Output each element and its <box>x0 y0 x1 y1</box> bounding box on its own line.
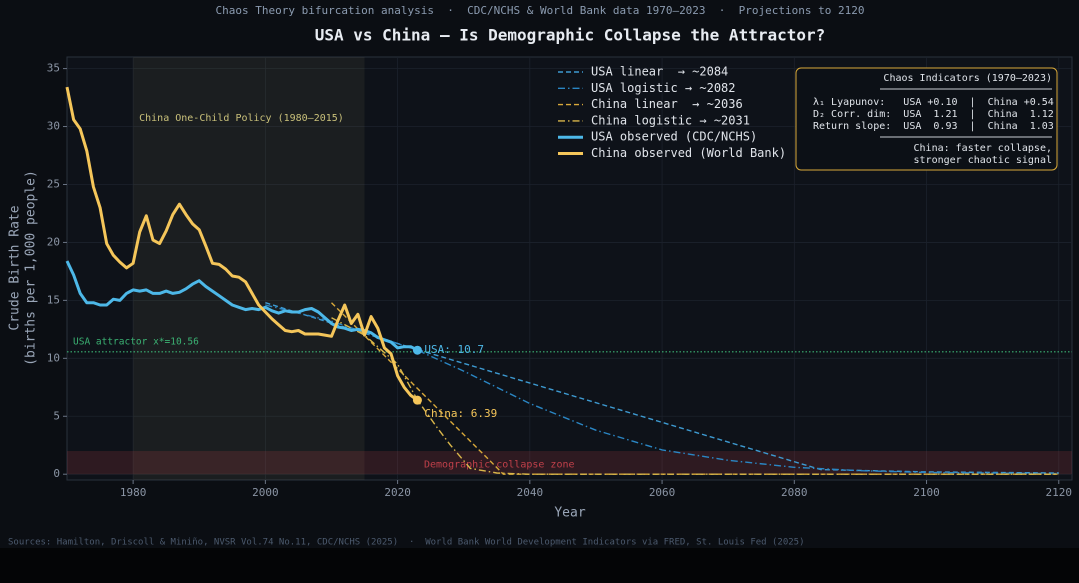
end-point <box>412 345 422 355</box>
policy-span <box>133 57 365 480</box>
legend-label: USA logistic → ~2082 <box>591 81 736 95</box>
x-tick-label: 2120 <box>1046 486 1073 499</box>
x-tick-label: 2080 <box>781 486 808 499</box>
x-tick-label: 2060 <box>649 486 676 499</box>
y-tick-label: 35 <box>47 62 60 75</box>
info-note: stronger chaotic signal <box>914 155 1052 166</box>
y-tick-label: 5 <box>53 409 60 422</box>
y-tick-label: 10 <box>47 351 60 364</box>
x-tick-label: 2020 <box>384 486 411 499</box>
legend-label: USA linear → ~2084 <box>591 65 728 79</box>
info-title: Chaos Indicators (1970–2023) <box>883 73 1052 84</box>
x-tick-label: 2100 <box>913 486 940 499</box>
y-tick-label: 25 <box>47 177 60 190</box>
info-box <box>795 67 1058 171</box>
legend-label: China linear → ~2036 <box>591 97 743 111</box>
y-tick-label: 0 <box>53 467 60 480</box>
legend-label: USA observed (CDC/NCHS) <box>591 130 757 144</box>
legend-label: China observed (World Bank) <box>591 146 786 160</box>
end-label: USA: 10.7 <box>424 343 484 356</box>
info-row: D₂ Corr. dim: USA 1.21 | China 1.12 <box>813 109 1054 120</box>
chart-subtitle: Chaos Theory bifurcation analysis · CDC/… <box>215 4 864 17</box>
x-tick-label: 1980 <box>120 486 147 499</box>
source-note: Sources: Hamilton, Driscoll & Miniño, NV… <box>8 538 805 548</box>
x-axis-label: Year <box>554 506 585 521</box>
series-line <box>331 317 1059 475</box>
chart-title: USA vs China — Is Demographic Collapse t… <box>315 26 826 45</box>
legend-label: China logistic → ~2031 <box>591 113 750 127</box>
x-tick-label: 2000 <box>252 486 279 499</box>
y-tick-label: 15 <box>47 293 60 306</box>
span-label: China One-Child Policy (1980–2015) <box>139 113 344 124</box>
x-tick-label: 2040 <box>517 486 544 499</box>
info-note: China: faster collapse, <box>914 143 1052 154</box>
info-row: λ₁ Lyapunov: USA +0.10 | China +0.54 <box>813 97 1054 108</box>
zone-label: Demographic collapse zone <box>424 460 575 471</box>
attractor-label: USA attractor x*=10.56 <box>73 336 199 347</box>
end-label: China: 6.39 <box>424 407 497 420</box>
series-line <box>265 304 1059 475</box>
info-row: Return slope: USA 0.93 | China 1.03 <box>813 121 1054 132</box>
series-line <box>65 260 419 352</box>
series-line <box>65 86 419 402</box>
series-line <box>265 302 1059 474</box>
end-point <box>412 395 422 405</box>
bottom-strip <box>0 548 1079 583</box>
y-axis-label: (births per 1,000 people) <box>24 170 39 366</box>
y-tick-label: 30 <box>47 120 60 133</box>
y-tick-label: 20 <box>47 235 60 248</box>
y-axis-label: Crude Birth Rate <box>8 205 23 330</box>
